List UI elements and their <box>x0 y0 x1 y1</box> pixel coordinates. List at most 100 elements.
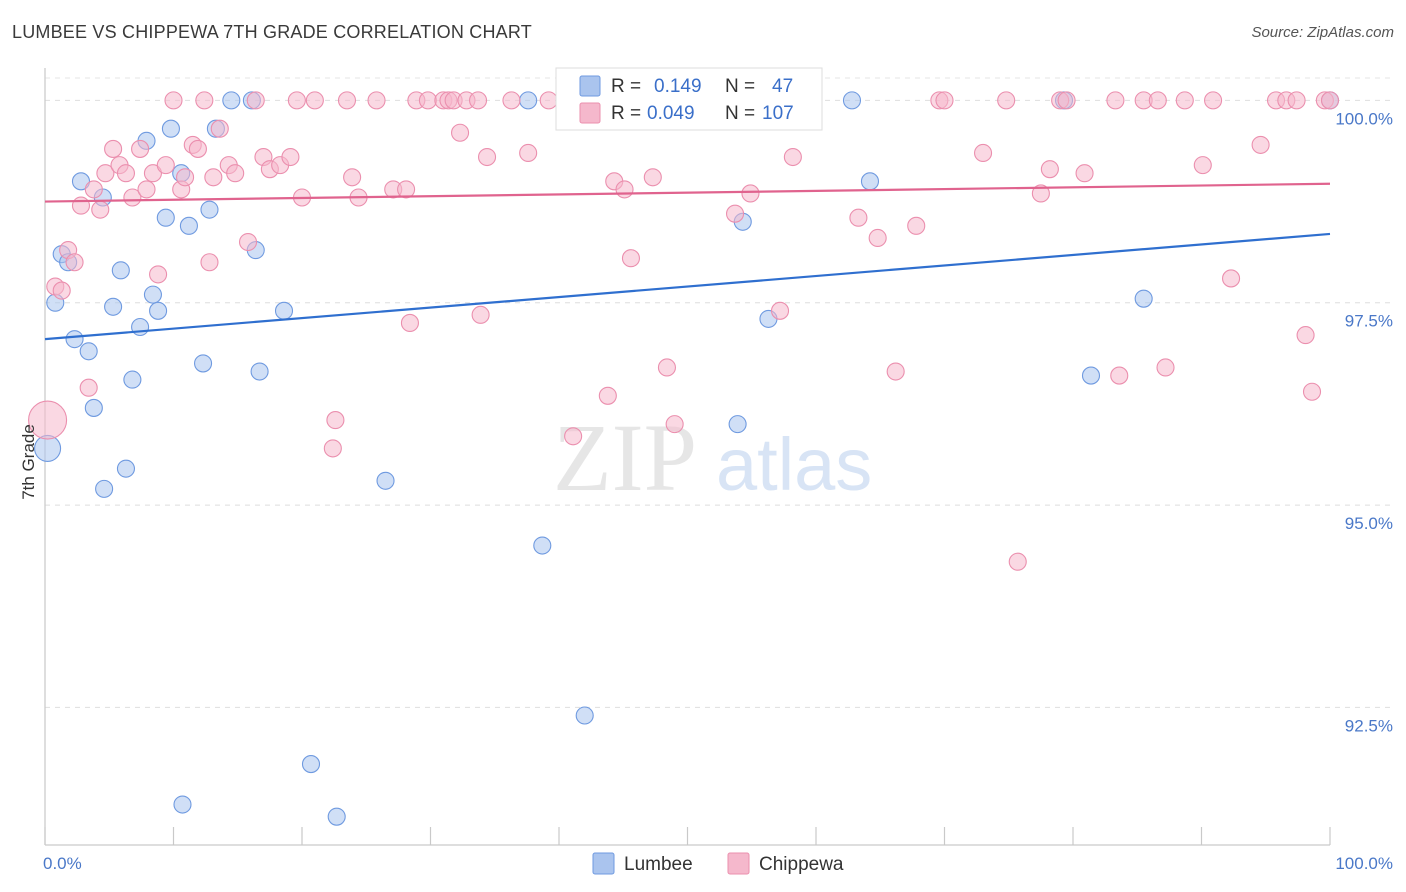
point-chippewa-21 <box>176 168 195 187</box>
watermark: ZIP atlas <box>553 404 872 511</box>
point-chippewa-27 <box>210 119 229 138</box>
point-chippewa-55 <box>468 91 488 110</box>
point-chippewa-29 <box>226 164 245 183</box>
point-lumbee-5 <box>71 172 91 191</box>
point-chippewa-105 <box>1296 326 1315 345</box>
stats-r-value-chippewa: 0.049 <box>647 103 695 124</box>
point-lumbee-21 <box>173 795 192 814</box>
point-lumbee-12 <box>116 459 136 478</box>
point-chippewa-84 <box>973 143 993 163</box>
point-chippewa-36 <box>287 91 306 110</box>
point-chippewa-104 <box>1287 91 1306 110</box>
y-tick-labels: 100.0% 97.5% 95.0% 92.5% <box>1335 109 1393 735</box>
point-chippewa-87 <box>1031 184 1050 203</box>
point-chippewa-85 <box>997 91 1016 110</box>
trend-line-lumbee <box>44 232 1331 341</box>
stats-r-value-lumbee: 0.149 <box>654 76 702 97</box>
point-chippewa-90 <box>1057 91 1076 110</box>
point-lumbee-9 <box>95 479 114 498</box>
point-chippewa-47 <box>400 313 419 333</box>
point-lumbee-7 <box>84 398 103 417</box>
point-chippewa-63 <box>598 386 617 405</box>
point-chippewa-79 <box>868 228 887 248</box>
gridlines <box>45 77 1392 708</box>
point-chippewa-23 <box>188 139 207 158</box>
x-tick-label-0: 0.0% <box>43 854 82 873</box>
point-chippewa-99 <box>1204 91 1223 110</box>
point-lumbee-11 <box>111 261 130 280</box>
point-lumbee-41 <box>842 91 862 110</box>
point-chippewa-41 <box>337 91 357 110</box>
point-chippewa-31 <box>246 91 265 110</box>
point-lumbee-14 <box>131 317 150 337</box>
point-lumbee-44 <box>1081 366 1101 385</box>
stats-n-value-chippewa: 107 <box>762 103 794 124</box>
point-chippewa-65 <box>615 180 634 199</box>
point-chippewa-61 <box>564 427 583 446</box>
x-tick-label-1: 100.0% <box>1335 854 1393 873</box>
point-chippewa-106 <box>1302 382 1322 401</box>
point-chippewa-59 <box>519 143 538 163</box>
point-lumbee-16 <box>143 285 162 304</box>
point-lumbee-4 <box>65 330 84 349</box>
series-chippewa <box>28 91 1340 571</box>
point-chippewa-46 <box>397 180 416 199</box>
trend-line-chippewa <box>44 182 1331 203</box>
point-chippewa-69 <box>665 415 684 434</box>
legend-swatch-lumbee <box>592 852 615 875</box>
point-lumbee-42 <box>860 172 880 191</box>
point-chippewa-101 <box>1251 135 1270 154</box>
point-chippewa-9 <box>96 164 115 183</box>
watermark-atlas: atlas <box>716 423 872 506</box>
point-chippewa-24 <box>195 91 214 110</box>
point-chippewa-91 <box>1075 164 1094 183</box>
point-lumbee-36 <box>575 706 594 725</box>
x-tick-labels: 0.0% 100.0% <box>43 854 1393 873</box>
point-chippewa-98 <box>1193 156 1212 175</box>
source-label: Source: ZipAtlas.com <box>1251 24 1394 41</box>
point-chippewa-73 <box>741 184 760 203</box>
point-chippewa-14 <box>131 139 150 158</box>
point-chippewa-100 <box>1222 269 1241 288</box>
point-chippewa-26 <box>204 168 223 187</box>
stats-n-label-chippewa: N = <box>725 103 755 124</box>
point-lumbee-34 <box>519 91 538 110</box>
point-chippewa-93 <box>1110 366 1129 385</box>
point-chippewa-81 <box>907 216 926 235</box>
y-tick-label-3: 92.5% <box>1345 716 1393 735</box>
point-chippewa-15 <box>137 180 156 199</box>
point-chippewa-8 <box>91 200 110 219</box>
stats-legend-swatch-chippewa <box>579 102 601 124</box>
point-chippewa-35 <box>281 147 300 167</box>
point-chippewa-108 <box>1320 91 1340 110</box>
y-tick-label-1: 97.5% <box>1345 312 1393 331</box>
point-lumbee-35 <box>533 536 552 555</box>
series-legend: Lumbee Chippewa <box>592 852 844 875</box>
point-chippewa-53 <box>451 123 470 142</box>
point-chippewa-4 <box>65 253 84 272</box>
legend-label-lumbee: Lumbee <box>624 854 693 875</box>
point-chippewa-57 <box>477 147 497 167</box>
trend-lines <box>44 182 1331 341</box>
point-chippewa-75 <box>770 301 790 320</box>
point-chippewa-58 <box>502 91 521 110</box>
point-chippewa-56 <box>471 305 490 324</box>
point-lumbee-37 <box>728 415 747 434</box>
point-chippewa-5 <box>71 196 91 215</box>
point-lumbee-30 <box>274 301 294 320</box>
point-chippewa-76 <box>783 147 802 167</box>
point-lumbee-26 <box>222 91 241 110</box>
point-chippewa-16 <box>143 164 162 183</box>
point-lumbee-24 <box>200 200 219 219</box>
point-lumbee-13 <box>123 370 142 389</box>
point-chippewa-10 <box>104 139 123 158</box>
point-chippewa-72 <box>725 204 745 223</box>
point-lumbee-22 <box>179 216 198 235</box>
chart-title: LUMBEE VS CHIPPEWA 7TH GRADE CORRELATION… <box>12 22 532 42</box>
point-chippewa-25 <box>200 253 219 272</box>
legend-label-chippewa: Chippewa <box>759 854 844 875</box>
y-tick-label-0: 100.0% <box>1335 109 1393 128</box>
point-chippewa-68 <box>657 358 676 377</box>
point-chippewa-78 <box>849 208 868 227</box>
